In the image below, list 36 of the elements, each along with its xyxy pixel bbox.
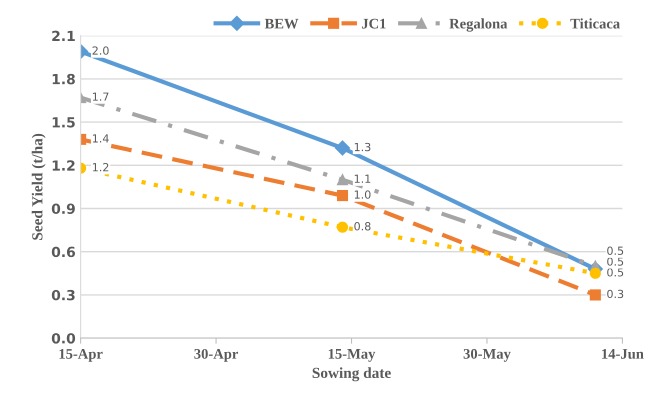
y-tick-label: 0.9 (52, 203, 75, 214)
y-axis-title: Seed Yield (t/ha) (32, 134, 46, 240)
y-tick-label: 2.1 (52, 30, 75, 41)
data-label: 1.4 (92, 134, 109, 142)
x-tick-label: 15-May (328, 348, 376, 362)
data-label: 1.2 (92, 163, 108, 172)
x-tick-label: 15-Apr (60, 349, 103, 362)
data-label: 0.5 (607, 257, 624, 266)
legend-label: Regalona (449, 18, 508, 32)
data-label: 1.1 (354, 174, 370, 183)
legend-label: Titicaca (570, 18, 620, 29)
point (336, 222, 348, 233)
point (590, 268, 601, 279)
legend-label: BEW (264, 18, 298, 29)
y-tick-label: 1.2 (52, 160, 75, 171)
point (334, 140, 350, 156)
data-label: 0.8 (354, 222, 371, 230)
data-label: 0.5 (607, 246, 624, 255)
point (336, 174, 348, 186)
y-tick-label: 1.8 (52, 74, 75, 84)
x-tick-label: 14-Jun (602, 349, 644, 359)
x-tick-label: 30-May (464, 348, 511, 362)
x-tick-label: 30-Apr (194, 348, 238, 362)
legend-label: JC1 (362, 18, 386, 29)
point (336, 190, 348, 202)
y-tick-label: 1.5 (52, 117, 75, 128)
data-label: 2.0 (92, 46, 109, 55)
y-tick-label: 0.0 (52, 333, 76, 344)
data-label: 0.3 (607, 290, 624, 298)
y-tick-label: 0.6 (52, 246, 76, 258)
point (590, 289, 601, 300)
y-tick-label: 0.3 (52, 290, 75, 300)
data-label: 1.0 (354, 190, 371, 199)
x-axis-title: Sowing date (312, 367, 391, 382)
data-label: 1.7 (92, 92, 108, 101)
data-label: 1.3 (354, 142, 370, 152)
